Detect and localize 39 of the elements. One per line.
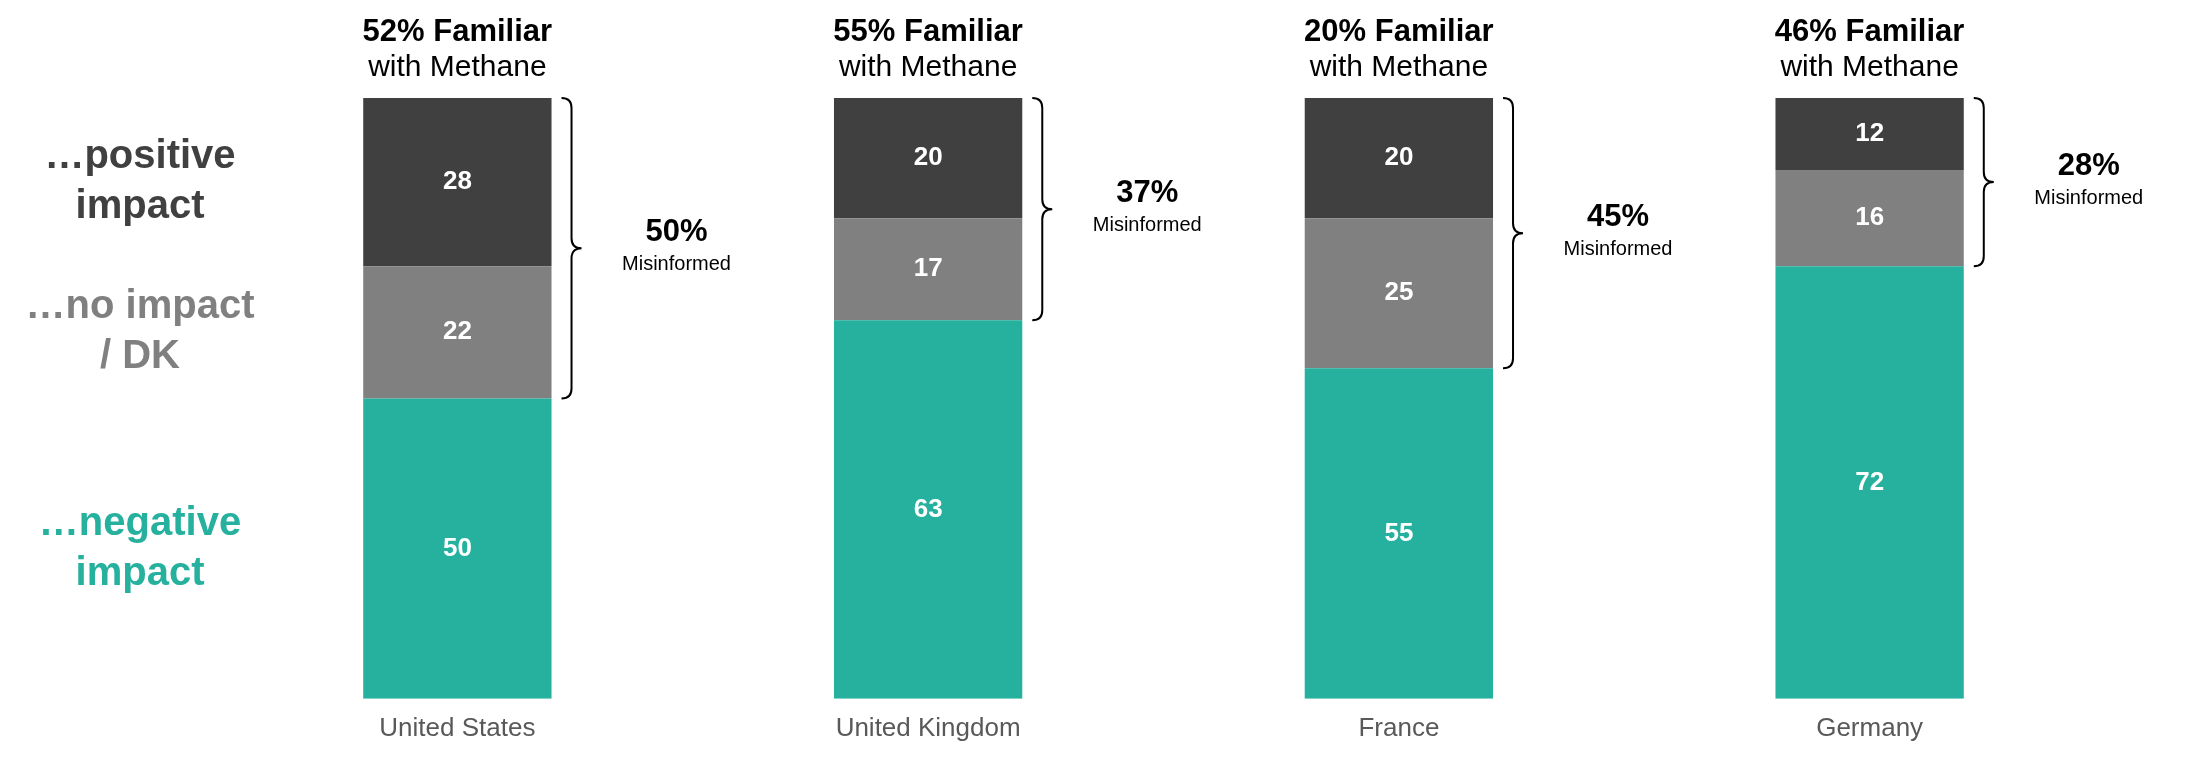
data-label: 28: [442, 165, 472, 196]
data-label: 63: [913, 492, 943, 523]
bar: [1304, 368, 1494, 699]
x-tick-label: United States: [379, 711, 536, 742]
x-tick-label: United Kingdom: [835, 711, 1021, 742]
text: …positive impact: [44, 132, 236, 227]
annotation: 46% Familiar with Methane: [1774, 12, 1965, 83]
data-label: 55: [1384, 516, 1414, 547]
bar: [363, 266, 552, 399]
annotation: 45% Misinformed: [1563, 197, 1673, 259]
annotation: 55% Familiar with Methane: [833, 12, 1023, 83]
text: …no impact / DK: [25, 282, 255, 377]
annotation: 37% Misinformed: [1092, 173, 1202, 235]
data-label: 25: [1384, 276, 1414, 307]
text: …negative impact: [38, 498, 242, 593]
bar: [833, 218, 1023, 321]
data-label: 72: [1855, 465, 1885, 496]
annotation: 20% Familiar with Methane: [1304, 12, 1494, 83]
bar: [1304, 98, 1494, 219]
data-label: 20: [1384, 141, 1414, 172]
bar: [1775, 170, 1964, 267]
x-tick-label: France: [1358, 711, 1440, 742]
bar: [1775, 266, 1964, 699]
bar: [833, 320, 1023, 699]
bar: [363, 398, 552, 699]
data-label: 17: [913, 252, 943, 283]
bar: [1304, 218, 1494, 369]
bar: [833, 98, 1023, 219]
data-label: 20: [913, 141, 943, 172]
data-label: 12: [1855, 117, 1885, 148]
bar: [363, 98, 552, 267]
data-label: 50: [442, 531, 472, 562]
annotation: 52% Familiar with Methane: [362, 12, 553, 83]
data-label: 22: [442, 315, 472, 346]
bar: [1775, 98, 1964, 171]
annotation: 28% Misinformed: [2034, 146, 2144, 208]
annotation: 50% Misinformed: [622, 212, 731, 274]
x-tick-label: Germany: [1816, 711, 1924, 742]
data-label: 16: [1855, 201, 1885, 232]
